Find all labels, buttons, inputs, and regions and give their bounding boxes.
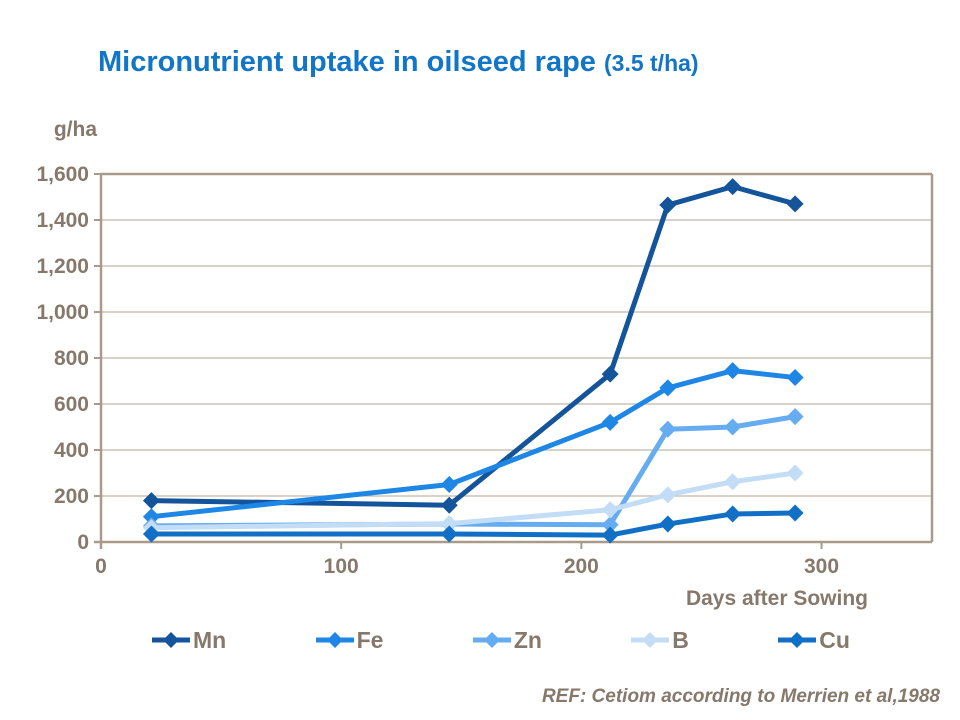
legend-marker-icon: [315, 632, 354, 648]
svg-text:600: 600: [54, 393, 89, 416]
legend-item-mn: Mn: [150, 627, 226, 654]
y-axis-title: g/ha: [53, 118, 97, 141]
reference-citation: REF: Cetiom according to Merrien et al,1…: [541, 686, 940, 707]
svg-text:0: 0: [77, 531, 89, 554]
svg-text:800: 800: [54, 347, 89, 370]
svg-text:300: 300: [804, 555, 839, 578]
legend-label: Fe: [356, 626, 384, 653]
svg-text:1,200: 1,200: [36, 255, 89, 278]
svg-text:200: 200: [54, 485, 89, 508]
legend-marker-icon: [778, 632, 817, 648]
legend-label: Mn: [193, 626, 227, 653]
svg-text:400: 400: [54, 439, 89, 462]
legend-label: B: [672, 626, 689, 653]
svg-text:1,000: 1,000: [36, 301, 89, 324]
x-axis-title: Days after Sowing: [685, 587, 868, 610]
legend-label: Cu: [819, 626, 850, 653]
svg-text:100: 100: [324, 555, 359, 578]
chart-title: Micronutrient uptake in oilseed rape (3.…: [98, 42, 699, 79]
svg-text:1,600: 1,600: [36, 163, 89, 186]
legend-item-zn: Zn: [471, 627, 542, 654]
chart-title-main: Micronutrient uptake in oilseed rape: [98, 46, 604, 78]
legend-marker-icon: [472, 632, 511, 648]
chart-title-units: (3.5 t/ha): [604, 50, 699, 76]
svg-text:0: 0: [95, 555, 107, 578]
legend-marker-icon: [152, 632, 190, 648]
legend-label: Zn: [513, 626, 542, 653]
legend-item-fe: Fe: [314, 626, 384, 654]
chart-legend: Mn Fe Zn B Cu: [150, 624, 850, 656]
legend-item-b: B: [629, 627, 689, 654]
svg-text:200: 200: [564, 555, 599, 578]
svg-text:1,400: 1,400: [36, 209, 89, 232]
legend-marker-icon: [631, 632, 670, 648]
legend-item-cu: Cu: [776, 627, 850, 654]
